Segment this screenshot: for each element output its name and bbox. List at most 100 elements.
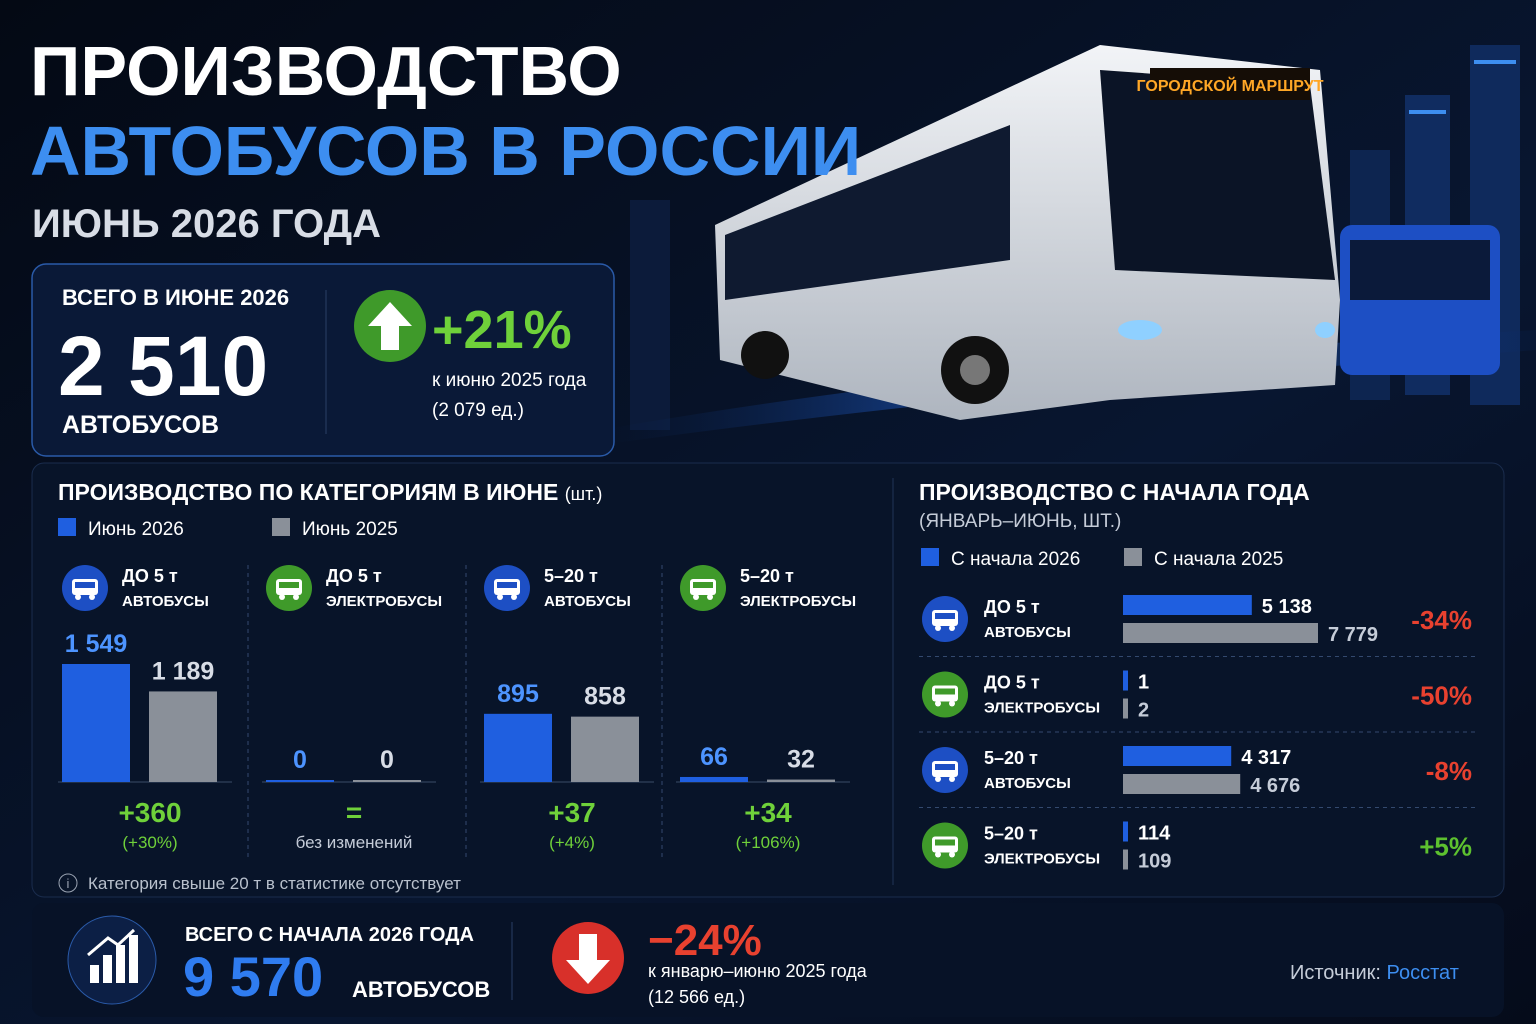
category-label: ДО 5 т [984, 597, 1040, 617]
icon-window [935, 764, 955, 770]
value-label: 858 [584, 683, 626, 711]
kpi-change: +21% [432, 300, 572, 360]
value-label: 5 138 [1262, 596, 1312, 618]
info-icon-glyph: i [67, 876, 70, 891]
footer-label: ВСЕГО С НАЧАЛА 2026 ГОДА [185, 924, 474, 946]
icon-wheel [949, 625, 955, 631]
title-line2: АВТОБУСОВ В РОССИИ [30, 112, 861, 190]
footer-note: к январю–июню 2025 года [648, 961, 868, 981]
bar [1123, 698, 1128, 719]
footer-panel [32, 903, 1504, 1017]
footnote: Категория свыше 20 т в статистике отсутс… [88, 874, 461, 893]
subcategory-label: ЭЛЕКТРОБУСЫ [984, 851, 1100, 868]
bar [149, 691, 217, 782]
category-label: ДО 5 т [326, 566, 382, 586]
value-label: 1 189 [152, 657, 215, 685]
legend-swatch [921, 548, 939, 566]
change: -34% [1411, 605, 1472, 635]
bar [571, 716, 639, 782]
subcategory-label: АВТОБУСЫ [984, 624, 1071, 641]
bar [1123, 623, 1318, 643]
change: = [346, 797, 362, 828]
footer-value: 9 570 [183, 945, 323, 1008]
bar [767, 779, 835, 782]
value-label: 2 [1138, 700, 1149, 722]
category-icon [62, 565, 108, 611]
value-label: 1 [1138, 672, 1149, 694]
icon-wheel [949, 700, 955, 707]
footer-change: −24% [648, 916, 762, 965]
icon-wheel [949, 776, 955, 782]
bar [1123, 595, 1252, 615]
info-icon [58, 873, 78, 893]
charts-panel [31, 462, 1505, 898]
category-label: ДО 5 т [984, 673, 1040, 693]
chart1-title-text: ПРОИЗВОДСТВО ПО КАТЕГОРИЯМ В ИЮНЕ [58, 479, 558, 505]
category-icon [922, 671, 968, 718]
bar [1123, 746, 1232, 766]
icon-wheel [511, 594, 517, 600]
kpi-unit: АВТОБУСОВ [62, 411, 219, 439]
bar [353, 780, 421, 782]
change-note: (+30%) [122, 833, 177, 852]
source: Источник: Росстат [1290, 962, 1459, 984]
value-label: 109 [1138, 851, 1171, 873]
change-note: (+106%) [736, 833, 801, 852]
value-label: 0 [380, 746, 394, 774]
kpi-note: к июню 2025 года [432, 370, 587, 391]
value-label: 7 779 [1328, 624, 1378, 646]
kpi-card [31, 263, 615, 457]
value-label: 4 317 [1241, 747, 1291, 769]
subcategory-label: ЭЛЕКТРОБУСЫ [984, 700, 1100, 717]
legend-swatch [58, 518, 76, 536]
subcategory-label: АВТОБУСЫ [984, 775, 1071, 792]
change-note: без изменений [296, 833, 413, 852]
bar [266, 780, 334, 782]
change: -50% [1411, 681, 1472, 711]
bar [1123, 821, 1128, 842]
category-icon [922, 747, 968, 793]
icon-wheel [497, 594, 503, 600]
bus-sign: ГОРОДСКОЙ МАРШРУТ [1137, 76, 1324, 95]
bar [1123, 849, 1128, 870]
icon-window [497, 582, 517, 588]
subcategory-label: ЭЛЕКТРОБУСЫ [326, 593, 442, 610]
footer-previous: (12 566 ед.) [648, 987, 745, 1007]
growth-icon [67, 915, 157, 1005]
category-label: 5–20 т [984, 748, 1038, 768]
category-icon [484, 565, 530, 611]
legend-label: С начала 2025 [1154, 549, 1283, 570]
icon-window [935, 839, 955, 846]
bar [1123, 670, 1128, 691]
bar [680, 776, 748, 782]
category-icon [922, 822, 968, 869]
category-icon [922, 596, 968, 642]
value-label: 32 [787, 746, 815, 774]
subtitle: ИЮНЬ 2026 ГОДА [32, 202, 381, 246]
chart2-title: ПРОИЗВОДСТВО С НАЧАЛА ГОДА [919, 479, 1310, 505]
category-label: 5–20 т [740, 566, 794, 586]
icon-window [75, 582, 95, 588]
chart1-unit: (шт.) [565, 484, 603, 504]
icon-wheel [935, 625, 941, 631]
legend-swatch [272, 518, 290, 536]
icon-wheel [935, 776, 941, 782]
subcategory-label: АВТОБУСЫ [544, 593, 631, 610]
icon-wheel [693, 594, 699, 600]
value-label: 0 [293, 746, 307, 774]
change: +34 [744, 797, 792, 828]
icon-wheel [935, 700, 941, 707]
category-label: ДО 5 т [122, 566, 178, 586]
value-label: 1 549 [65, 630, 128, 658]
up-icon [354, 290, 426, 362]
value-label: 4 676 [1250, 775, 1300, 797]
bar [484, 713, 552, 782]
change: +360 [118, 797, 181, 828]
chart2-subtitle: (ЯНВАРЬ–ИЮНЬ, ШТ.) [919, 511, 1121, 532]
icon-wheel [279, 594, 285, 600]
icon-window [693, 582, 713, 588]
category-icon [680, 565, 726, 611]
bar [62, 664, 130, 782]
category-label: 5–20 т [544, 566, 598, 586]
